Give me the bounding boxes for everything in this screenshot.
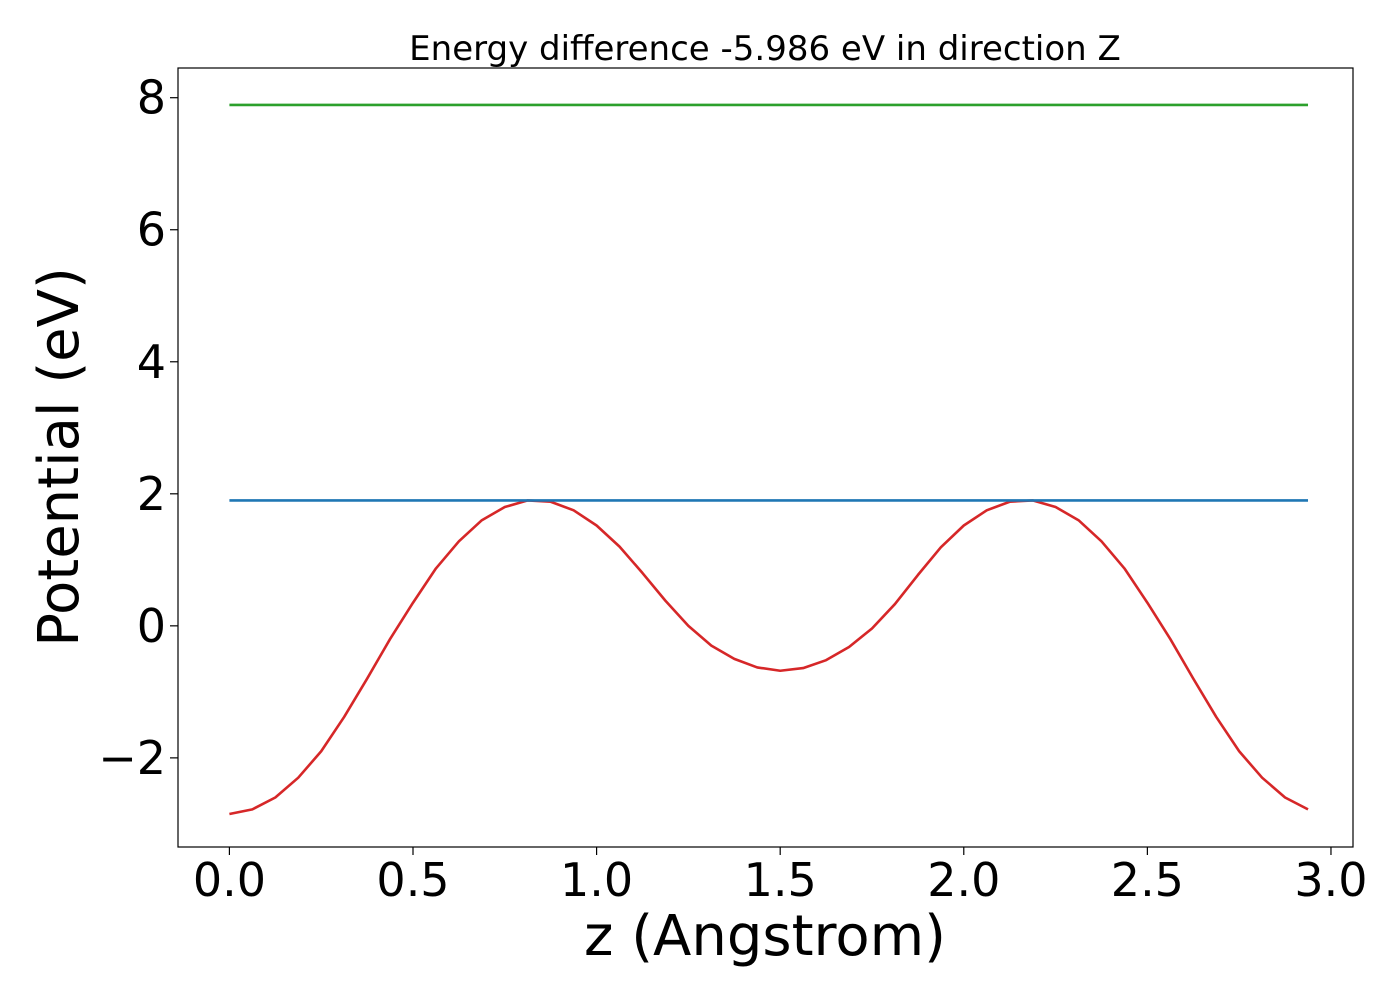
x-tick-label: 2.5 <box>1111 853 1184 907</box>
x-tick-label: 1.0 <box>560 853 633 907</box>
y-tick-label: 0 <box>137 599 166 653</box>
y-axis-label: Potential (eV) <box>27 267 92 647</box>
y-tick-label: 4 <box>137 335 166 389</box>
x-tick-label: 2.0 <box>927 853 1000 907</box>
series-line-0 <box>229 499 1309 816</box>
y-tick-label: 6 <box>137 203 166 257</box>
y-tick-label: 2 <box>137 467 166 521</box>
y-axis-ticks: −2 0 2 4 6 8 <box>98 71 178 785</box>
x-axis-label: z (Angstrom) <box>584 904 946 969</box>
x-tick-label: 0.0 <box>193 853 266 907</box>
x-tick-label: 0.5 <box>376 853 449 907</box>
plot-frame <box>177 67 1354 848</box>
y-tick-label: 8 <box>137 71 166 125</box>
y-tick-label: −2 <box>98 731 166 785</box>
x-axis-ticks: 0.0 0.5 1.0 1.5 2.0 2.5 3.0 <box>193 847 1368 907</box>
series-layer <box>229 103 1309 816</box>
x-tick-label: 1.5 <box>744 853 817 907</box>
chart-title: Energy difference -5.986 eV in direction… <box>409 29 1121 69</box>
x-tick-label: 3.0 <box>1294 853 1367 907</box>
